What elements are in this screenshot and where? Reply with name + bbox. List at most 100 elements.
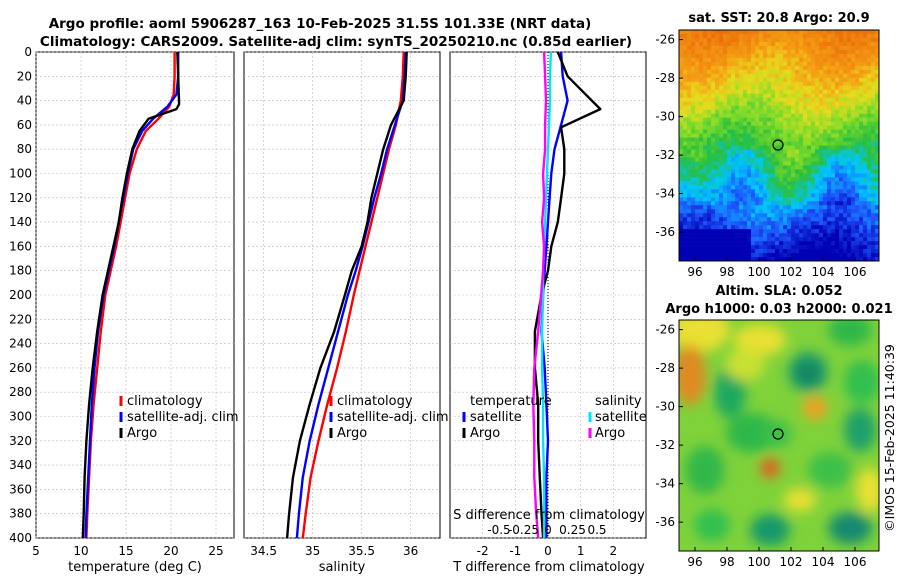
sst-cell <box>843 233 848 238</box>
sst-cell <box>815 249 820 254</box>
sst-cell <box>787 109 792 114</box>
sst-cell <box>715 81 720 87</box>
sst-cell <box>699 221 704 226</box>
salinity-tick-labels: 34.5 35 35.5 36 <box>250 544 418 558</box>
sla-blob <box>764 420 792 448</box>
sst-cell <box>799 201 804 206</box>
sst-cell <box>683 257 688 262</box>
sst-cell <box>875 101 880 106</box>
sst-cell <box>723 57 728 63</box>
sst-cell <box>779 30 784 35</box>
sst-cell <box>807 229 812 234</box>
sst-cell <box>767 113 772 118</box>
sst-cell <box>863 109 868 114</box>
sst-cell <box>835 57 840 63</box>
sst-cell <box>683 65 688 71</box>
sst-cell <box>711 149 716 154</box>
sst-cell <box>835 253 840 258</box>
sst-cell <box>799 249 804 254</box>
sst-cell <box>751 253 756 258</box>
sst-cell <box>867 30 872 35</box>
sst-cell <box>843 69 848 75</box>
sst-cell <box>859 153 864 158</box>
sst-cell <box>679 89 684 95</box>
sst-cell <box>743 257 748 262</box>
sst-cell <box>771 233 776 238</box>
sst-cell <box>695 30 700 35</box>
sst-cell <box>795 97 800 102</box>
sst-cell <box>791 153 796 158</box>
sst-cell <box>779 205 784 210</box>
sst-cell <box>787 93 792 98</box>
sst-cell <box>695 37 700 43</box>
sst-cell <box>751 89 756 95</box>
sst-cell <box>803 65 808 71</box>
sst-cell <box>747 233 752 238</box>
sst-cell <box>827 173 832 178</box>
sst-cell <box>755 97 760 102</box>
sst-cell <box>699 41 704 47</box>
sst-cell <box>851 185 856 190</box>
sst-cell <box>799 65 804 71</box>
sst-cell <box>715 77 720 83</box>
sst-cell <box>719 229 724 234</box>
salinity-panel: 34.5 35 35.5 36 salinity climatology satell… <box>243 51 449 575</box>
sst-cell <box>687 165 692 170</box>
sst-cell <box>851 177 856 182</box>
sst-cell <box>871 77 876 83</box>
sst-cell <box>791 229 796 234</box>
sst-cell <box>775 161 780 166</box>
temperature-xlabel: temperature (deg C) <box>68 560 202 575</box>
sst-cell <box>763 69 768 75</box>
sst-cell <box>871 161 876 166</box>
sst-cell <box>739 105 744 110</box>
sst-cell <box>751 245 756 250</box>
sst-cell <box>859 229 864 234</box>
sst-cell <box>815 169 820 174</box>
sst-cell <box>779 125 784 130</box>
sst-cell <box>763 153 768 158</box>
sst-cell <box>843 189 848 194</box>
sst-cell <box>695 133 700 138</box>
sst-cell <box>867 113 872 118</box>
sst-cell <box>815 61 820 67</box>
header-line-2: Climatology: CARS2009. Satellite-adj cli… <box>40 34 632 50</box>
sst-cell <box>759 133 764 138</box>
sst-cell <box>807 30 812 35</box>
lat-tick-label: -30 <box>655 400 675 414</box>
sst-cell <box>775 141 780 146</box>
sst-cell <box>727 189 732 194</box>
sst-cell <box>719 37 724 43</box>
sst-cell <box>787 153 792 158</box>
sst-cell <box>687 33 692 39</box>
sst-cell <box>683 97 688 102</box>
sst-cell <box>723 149 728 154</box>
sst-cell <box>683 181 688 186</box>
sst-cell <box>843 153 848 158</box>
sst-cell <box>703 69 708 75</box>
s-tick-label: -0.5 <box>487 523 510 537</box>
sst-cell <box>703 153 708 158</box>
sst-cell <box>839 97 844 102</box>
sst-cell <box>847 129 852 134</box>
sst-cell <box>835 193 840 198</box>
sst-cell <box>703 165 708 170</box>
sst-cell <box>863 185 868 190</box>
sst-cell <box>783 185 788 190</box>
sst-cell <box>827 185 832 190</box>
sst-cell <box>683 149 688 154</box>
x-tick-label: 10 <box>73 544 88 558</box>
sst-cell <box>779 89 784 95</box>
sst-cell <box>795 209 800 214</box>
sst-cell <box>863 197 868 202</box>
sst-cell <box>843 81 848 87</box>
sst-cell <box>743 49 748 55</box>
sst-cell <box>791 169 796 174</box>
sst-cell <box>755 109 760 114</box>
sst-cell <box>771 125 776 130</box>
sst-cell <box>695 237 700 242</box>
sst-cell <box>787 133 792 138</box>
sst-cell <box>763 209 768 214</box>
sst-cell <box>779 113 784 118</box>
sst-cell <box>755 73 760 79</box>
